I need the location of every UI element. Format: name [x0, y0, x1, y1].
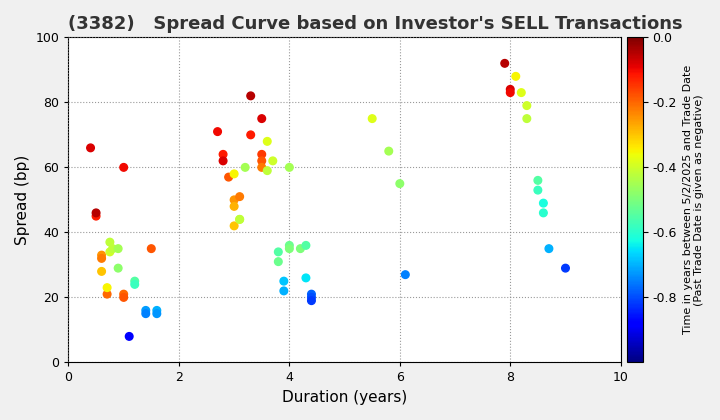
Y-axis label: Spread (bp): Spread (bp) — [15, 155, 30, 245]
Y-axis label: Time in years between 5/2/2025 and Trade Date
(Past Trade Date is given as negat: Time in years between 5/2/2025 and Trade… — [683, 65, 704, 334]
Point — [228, 171, 240, 177]
Point — [212, 128, 223, 135]
Point — [85, 144, 96, 151]
Point — [96, 268, 107, 275]
Point — [240, 164, 251, 171]
Point — [261, 167, 273, 174]
Point — [267, 158, 279, 164]
Point — [145, 245, 157, 252]
Point — [273, 258, 284, 265]
Point — [96, 255, 107, 262]
Point — [559, 265, 571, 271]
Point — [256, 158, 268, 164]
Point — [510, 73, 521, 80]
Point — [538, 200, 549, 207]
Point — [521, 102, 533, 109]
Point — [516, 89, 527, 96]
Point — [217, 158, 229, 164]
Point — [256, 115, 268, 122]
Point — [217, 151, 229, 158]
Point — [104, 249, 116, 255]
Point — [112, 265, 124, 271]
Point — [383, 148, 395, 155]
Point — [278, 288, 289, 294]
Point — [107, 245, 118, 252]
X-axis label: Duration (years): Duration (years) — [282, 390, 408, 405]
Point — [306, 297, 318, 304]
Point — [256, 151, 268, 158]
Point — [223, 174, 235, 181]
Point — [245, 131, 256, 138]
Point — [118, 164, 130, 171]
Point — [300, 242, 312, 249]
Point — [300, 275, 312, 281]
Point — [102, 284, 113, 291]
Point — [151, 307, 163, 314]
Point — [261, 138, 273, 145]
Point — [90, 213, 102, 220]
Point — [234, 216, 246, 223]
Point — [521, 115, 533, 122]
Point — [306, 291, 318, 297]
Point — [234, 193, 246, 200]
Point — [112, 245, 124, 252]
Point — [306, 294, 318, 301]
Point — [118, 291, 130, 297]
Text: (3382)   Spread Curve based on Investor's SELL Transactions: (3382) Spread Curve based on Investor's … — [68, 15, 683, 33]
Point — [543, 245, 554, 252]
Point — [245, 92, 256, 99]
Point — [273, 249, 284, 255]
Point — [284, 242, 295, 249]
Point — [96, 252, 107, 258]
Point — [256, 164, 268, 171]
Point — [532, 177, 544, 184]
Point — [234, 216, 246, 223]
Point — [538, 210, 549, 216]
Point — [118, 294, 130, 301]
Point — [104, 239, 116, 246]
Point — [129, 278, 140, 284]
Point — [228, 223, 240, 229]
Point — [499, 60, 510, 67]
Point — [284, 164, 295, 171]
Point — [140, 307, 151, 314]
Point — [505, 89, 516, 96]
Point — [366, 115, 378, 122]
Point — [102, 291, 113, 297]
Point — [400, 271, 411, 278]
Point — [151, 310, 163, 317]
Point — [90, 210, 102, 216]
Point — [505, 86, 516, 93]
Point — [278, 278, 289, 284]
Point — [228, 197, 240, 203]
Point — [394, 180, 405, 187]
Point — [140, 310, 151, 317]
Point — [228, 203, 240, 210]
Point — [129, 281, 140, 288]
Point — [284, 245, 295, 252]
Point — [123, 333, 135, 340]
Point — [532, 187, 544, 194]
Point — [294, 245, 306, 252]
